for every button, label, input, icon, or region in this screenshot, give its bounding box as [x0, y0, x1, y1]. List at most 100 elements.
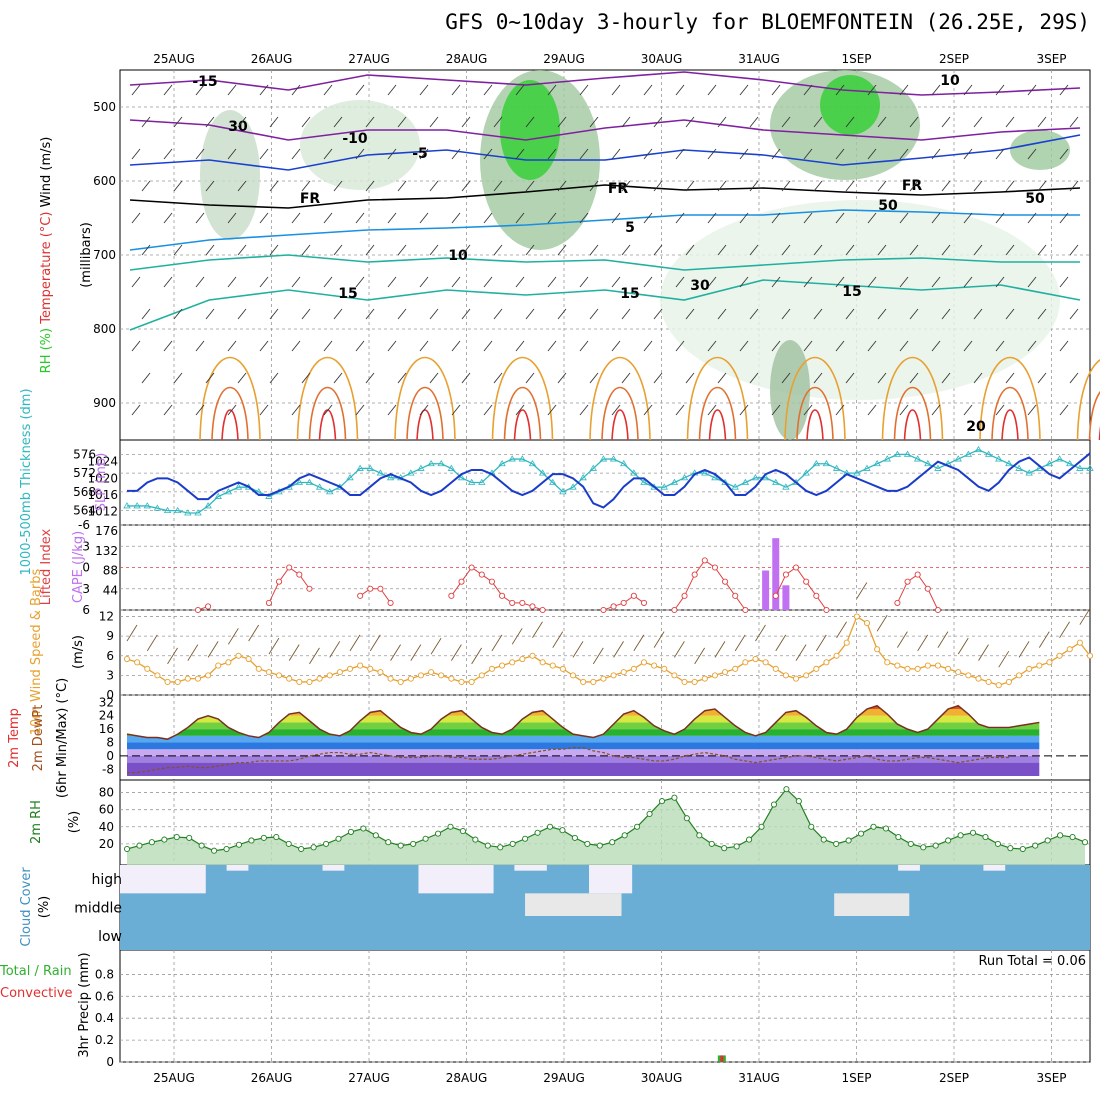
date-tick-top: 27AUG	[348, 52, 390, 66]
rh-2m-marker	[1032, 842, 1039, 849]
wind-barb	[845, 308, 855, 320]
wind-barb	[163, 276, 173, 288]
wind-barb	[1059, 148, 1069, 160]
rh-2m-marker	[211, 847, 218, 854]
cloud-high-gap	[450, 865, 462, 894]
pressure-tick-label: 600	[93, 174, 116, 188]
temperature-contour	[318, 409, 337, 441]
wind-barb	[909, 116, 919, 128]
wind-barb	[227, 148, 237, 160]
wind-barb	[931, 84, 941, 96]
temperature-contour	[129, 209, 1080, 251]
thickness-marker	[924, 459, 932, 467]
lifted-index-marker	[924, 585, 931, 592]
rh-2m-marker	[721, 845, 728, 852]
thickness-marker	[234, 483, 243, 490]
wind-barb	[973, 180, 983, 192]
pressure-axis-label: (millibars)	[79, 222, 94, 288]
wind-barb	[259, 340, 269, 352]
wind-barb	[579, 212, 589, 224]
wind-barb	[643, 276, 653, 288]
temperature-contour	[308, 386, 347, 441]
wind-barb	[365, 372, 375, 384]
wind-speed-marker	[539, 659, 546, 666]
wind-speed-marker	[296, 678, 303, 685]
wind-barb	[269, 372, 279, 384]
wind-barb	[471, 647, 483, 665]
cloud-high-gap	[589, 865, 601, 894]
wind-speed-marker	[640, 659, 648, 666]
wind-barb	[269, 116, 279, 128]
wind-speed-marker	[184, 675, 191, 682]
wind-barb	[685, 372, 695, 384]
rh-2m-marker	[323, 840, 330, 847]
wind-barb	[525, 372, 535, 384]
wind-barb	[835, 148, 845, 160]
wind-speed-marker	[985, 678, 992, 685]
wind-barb	[248, 624, 260, 642]
rh-2m-marker	[559, 827, 566, 834]
wind-barb	[491, 634, 503, 652]
lifted-index-marker	[620, 599, 627, 606]
wind-speed-marker	[306, 678, 313, 685]
thickness-marker	[153, 504, 162, 511]
thickness-marker	[123, 502, 131, 509]
wind-speed-marker	[478, 672, 485, 679]
date-tick-top: 29AUG	[543, 52, 585, 66]
date-tick-bottom: 28AUG	[446, 1071, 488, 1085]
wind-units-label: (m/s)	[71, 635, 86, 669]
wind-barb	[707, 148, 717, 160]
wind-barb	[291, 148, 301, 160]
rh-2m-marker	[957, 832, 964, 839]
rh-2m-marker	[758, 823, 765, 830]
wind-tick: 6	[106, 649, 114, 663]
wind-barb	[195, 84, 205, 96]
wind-barb	[126, 624, 138, 642]
wind-barb	[1037, 244, 1047, 256]
wind-barb	[237, 308, 247, 320]
wind-speed-marker	[397, 678, 404, 685]
wind-speed-marker	[691, 678, 698, 685]
wind-barb	[237, 180, 247, 192]
pressure-tick-label: 900	[93, 396, 116, 410]
rh-2m-marker	[285, 840, 292, 847]
thickness-marker	[467, 478, 476, 485]
thickness-marker	[802, 469, 810, 476]
wind-barb	[589, 308, 599, 320]
wind-speed-marker	[559, 665, 566, 672]
cloud-high-gap	[418, 865, 430, 894]
thickness-marker	[356, 464, 364, 471]
wind-speed-marker	[205, 672, 212, 679]
rh-2m-marker	[696, 832, 703, 839]
thickness-marker	[680, 474, 689, 481]
wind-barb	[1059, 212, 1069, 224]
wind-barb	[301, 180, 311, 192]
contour-label: 30	[690, 278, 710, 294]
wind-speed-marker	[245, 655, 252, 663]
thickness-marker	[822, 459, 831, 467]
wind-barb	[355, 340, 365, 352]
wind-speed-marker	[468, 678, 475, 685]
cloud-high-gap	[983, 865, 995, 871]
wind-barb	[707, 276, 717, 288]
thickness-marker	[863, 464, 871, 471]
cloud-high-gap	[120, 865, 132, 894]
wind-barb	[739, 84, 749, 96]
thickness-marker	[609, 455, 618, 462]
temperature-contour	[589, 356, 651, 441]
rh-2m-marker	[546, 823, 554, 830]
slp-tick: 1020	[87, 471, 118, 485]
thickness-tick: 576	[73, 447, 96, 461]
rh-2m-marker	[422, 835, 429, 842]
wind-barb	[707, 84, 717, 96]
thickness-marker	[508, 455, 516, 462]
wind-barb	[611, 212, 621, 224]
wind-tick: 12	[99, 610, 114, 624]
wind-speed-marker	[995, 682, 1002, 689]
wind-speed-marker	[661, 665, 668, 672]
wind-speed-marker	[215, 662, 222, 669]
wind-barb	[451, 148, 461, 160]
wind-barb	[621, 308, 631, 320]
wind-barb	[781, 244, 791, 256]
